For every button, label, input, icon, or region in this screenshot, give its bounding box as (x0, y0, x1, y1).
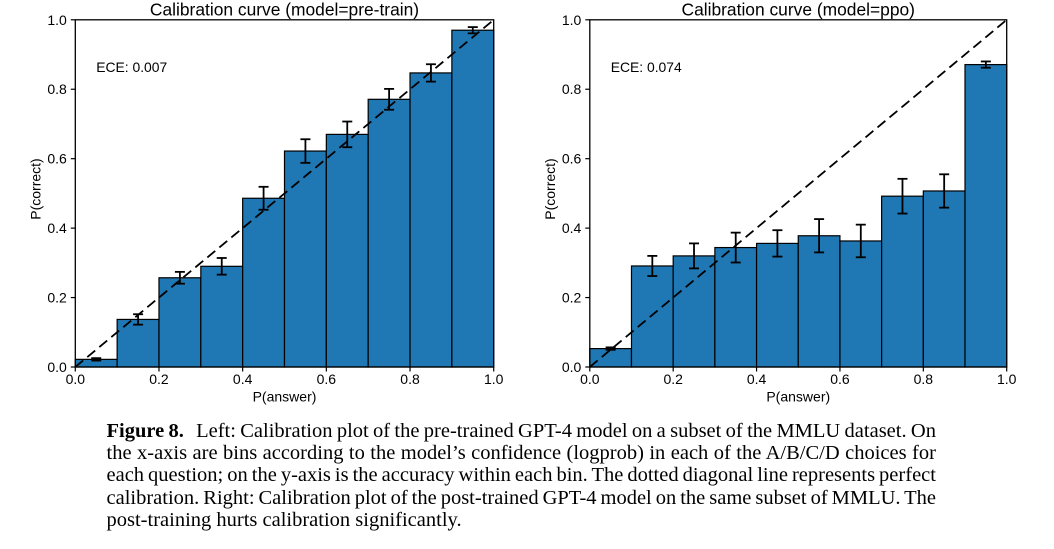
svg-text:0.8: 0.8 (400, 371, 420, 387)
svg-text:0.4: 0.4 (47, 220, 67, 236)
svg-text:0.0: 0.0 (47, 359, 67, 375)
svg-text:0.2: 0.2 (47, 290, 67, 306)
svg-text:0.6: 0.6 (830, 371, 850, 387)
svg-text:1.0: 1.0 (484, 371, 504, 387)
svg-text:1.0: 1.0 (47, 12, 67, 28)
svg-text:0.4: 0.4 (747, 371, 767, 387)
svg-text:P(answer): P(answer) (253, 388, 317, 404)
svg-text:1.0: 1.0 (562, 12, 582, 28)
svg-text:P(correct): P(correct) (28, 158, 44, 219)
svg-text:ECE: 0.007: ECE: 0.007 (96, 59, 167, 75)
svg-text:ECE: 0.074: ECE: 0.074 (611, 59, 682, 75)
svg-text:Calibration curve (model=ppo): Calibration curve (model=ppo) (682, 0, 915, 20)
svg-text:0.8: 0.8 (562, 81, 582, 97)
svg-text:0.2: 0.2 (149, 371, 169, 387)
svg-text:P(correct): P(correct) (542, 158, 558, 219)
svg-text:0.2: 0.2 (663, 371, 683, 387)
svg-text:0.8: 0.8 (914, 371, 934, 387)
svg-text:0.6: 0.6 (47, 151, 67, 167)
svg-text:1.0: 1.0 (997, 371, 1017, 387)
svg-text:0.0: 0.0 (562, 359, 582, 375)
svg-text:0.4: 0.4 (562, 220, 582, 236)
svg-text:P(answer): P(answer) (766, 388, 830, 404)
svg-text:0.2: 0.2 (562, 290, 582, 306)
svg-text:0.0: 0.0 (66, 371, 86, 387)
svg-text:0.6: 0.6 (317, 371, 337, 387)
svg-text:0.6: 0.6 (562, 151, 582, 167)
svg-text:0.0: 0.0 (580, 371, 600, 387)
svg-text:0.4: 0.4 (233, 371, 253, 387)
svg-text:0.8: 0.8 (47, 81, 67, 97)
svg-text:Calibration curve (model=pre-t: Calibration curve (model=pre-train) (150, 0, 419, 20)
